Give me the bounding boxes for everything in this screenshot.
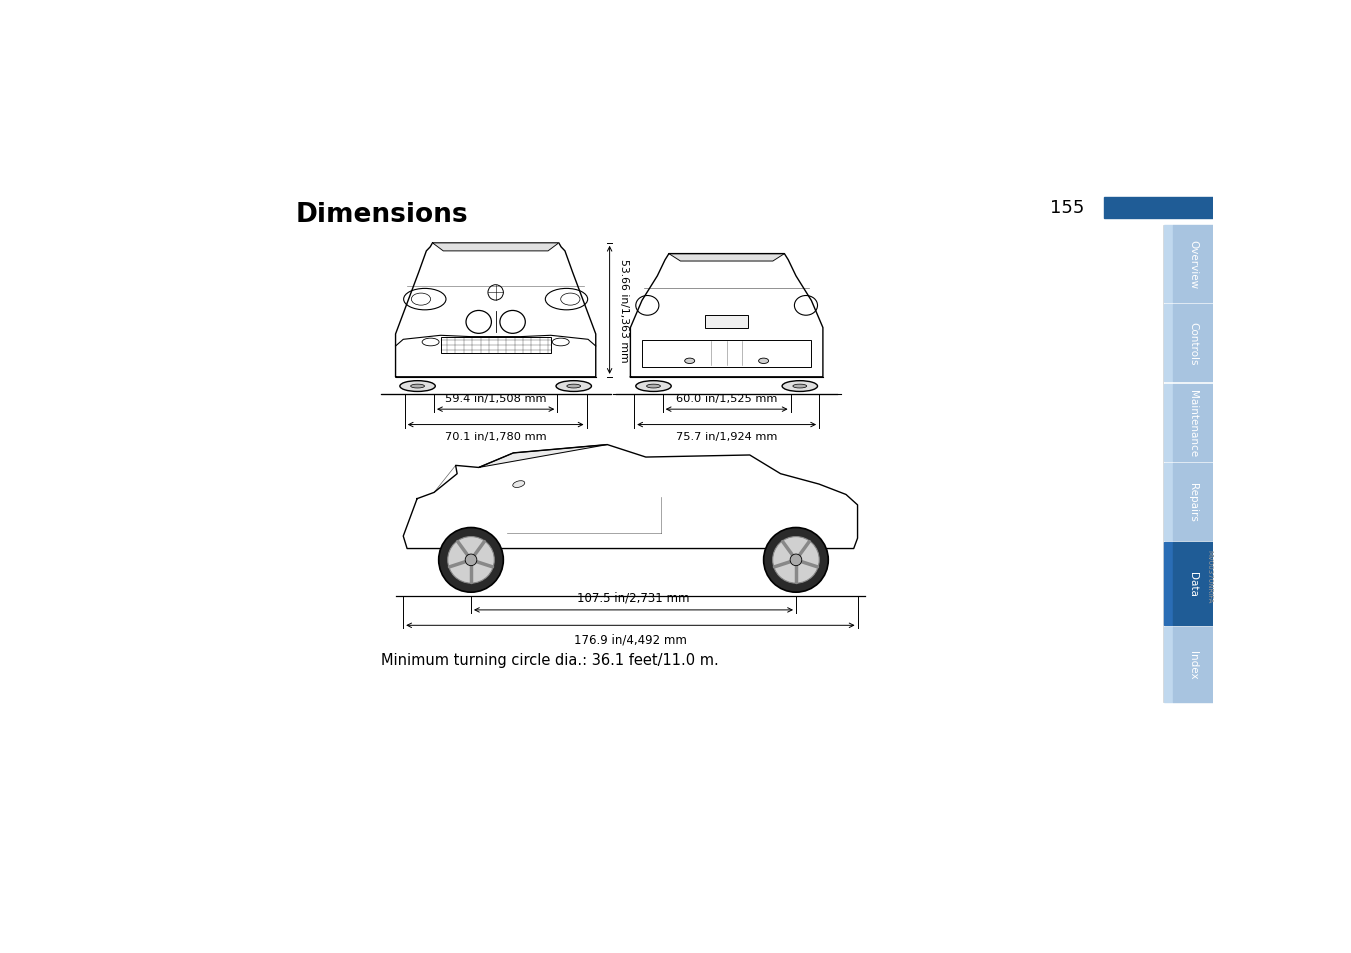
Text: Index: Index: [1188, 650, 1198, 679]
Text: 107.5 in/2,731 mm: 107.5 in/2,731 mm: [577, 591, 690, 604]
Text: 59.4 in/1,508 mm: 59.4 in/1,508 mm: [444, 394, 546, 403]
Ellipse shape: [567, 385, 581, 389]
Polygon shape: [669, 254, 785, 262]
Bar: [1165, 627, 1173, 702]
Text: 75.7 in/1,924 mm: 75.7 in/1,924 mm: [676, 432, 777, 442]
Bar: [1165, 226, 1173, 303]
Circle shape: [763, 528, 828, 593]
Bar: [1173, 384, 1213, 461]
Ellipse shape: [636, 381, 671, 392]
Circle shape: [439, 528, 504, 593]
Polygon shape: [478, 445, 608, 468]
Text: 53.66 in/1,363 mm: 53.66 in/1,363 mm: [619, 259, 628, 362]
Bar: [1165, 463, 1173, 540]
Bar: [1173, 627, 1213, 702]
Bar: [1173, 226, 1213, 303]
Bar: [440, 337, 551, 354]
Text: MV00370NRIFA: MV00370NRIFA: [1206, 549, 1212, 602]
Circle shape: [465, 555, 477, 566]
Text: 70.1 in/1,780 mm: 70.1 in/1,780 mm: [444, 432, 546, 442]
Bar: [1173, 463, 1213, 540]
Text: Dimensions: Dimensions: [296, 201, 467, 228]
Bar: [1173, 543, 1213, 625]
Circle shape: [790, 555, 801, 566]
Ellipse shape: [685, 358, 694, 364]
Text: 155: 155: [1050, 199, 1085, 217]
Bar: [1165, 543, 1173, 625]
Circle shape: [447, 537, 494, 583]
Polygon shape: [432, 244, 559, 252]
Bar: [1165, 384, 1173, 461]
Ellipse shape: [793, 385, 807, 389]
Ellipse shape: [400, 381, 435, 392]
Ellipse shape: [411, 385, 424, 389]
Text: Repairs: Repairs: [1188, 482, 1198, 521]
Ellipse shape: [759, 358, 769, 364]
Circle shape: [773, 537, 819, 583]
Text: 60.0 in/1,525 mm: 60.0 in/1,525 mm: [676, 394, 777, 403]
Text: Overview: Overview: [1188, 240, 1198, 289]
Text: Minimum turning circle dia.: 36.1 feet/11.0 m.: Minimum turning circle dia.: 36.1 feet/1…: [381, 653, 719, 668]
Bar: [1104, 197, 1213, 219]
Ellipse shape: [647, 385, 661, 389]
Text: Data: Data: [1188, 572, 1198, 597]
Bar: [1173, 305, 1213, 382]
Bar: [705, 315, 748, 328]
Ellipse shape: [782, 381, 817, 392]
Ellipse shape: [513, 481, 524, 488]
Text: Maintenance: Maintenance: [1188, 389, 1198, 456]
Bar: [1165, 305, 1173, 382]
Bar: [642, 340, 812, 368]
Text: Controls: Controls: [1188, 322, 1198, 365]
Ellipse shape: [557, 381, 592, 392]
Text: 176.9 in/4,492 mm: 176.9 in/4,492 mm: [574, 633, 686, 645]
